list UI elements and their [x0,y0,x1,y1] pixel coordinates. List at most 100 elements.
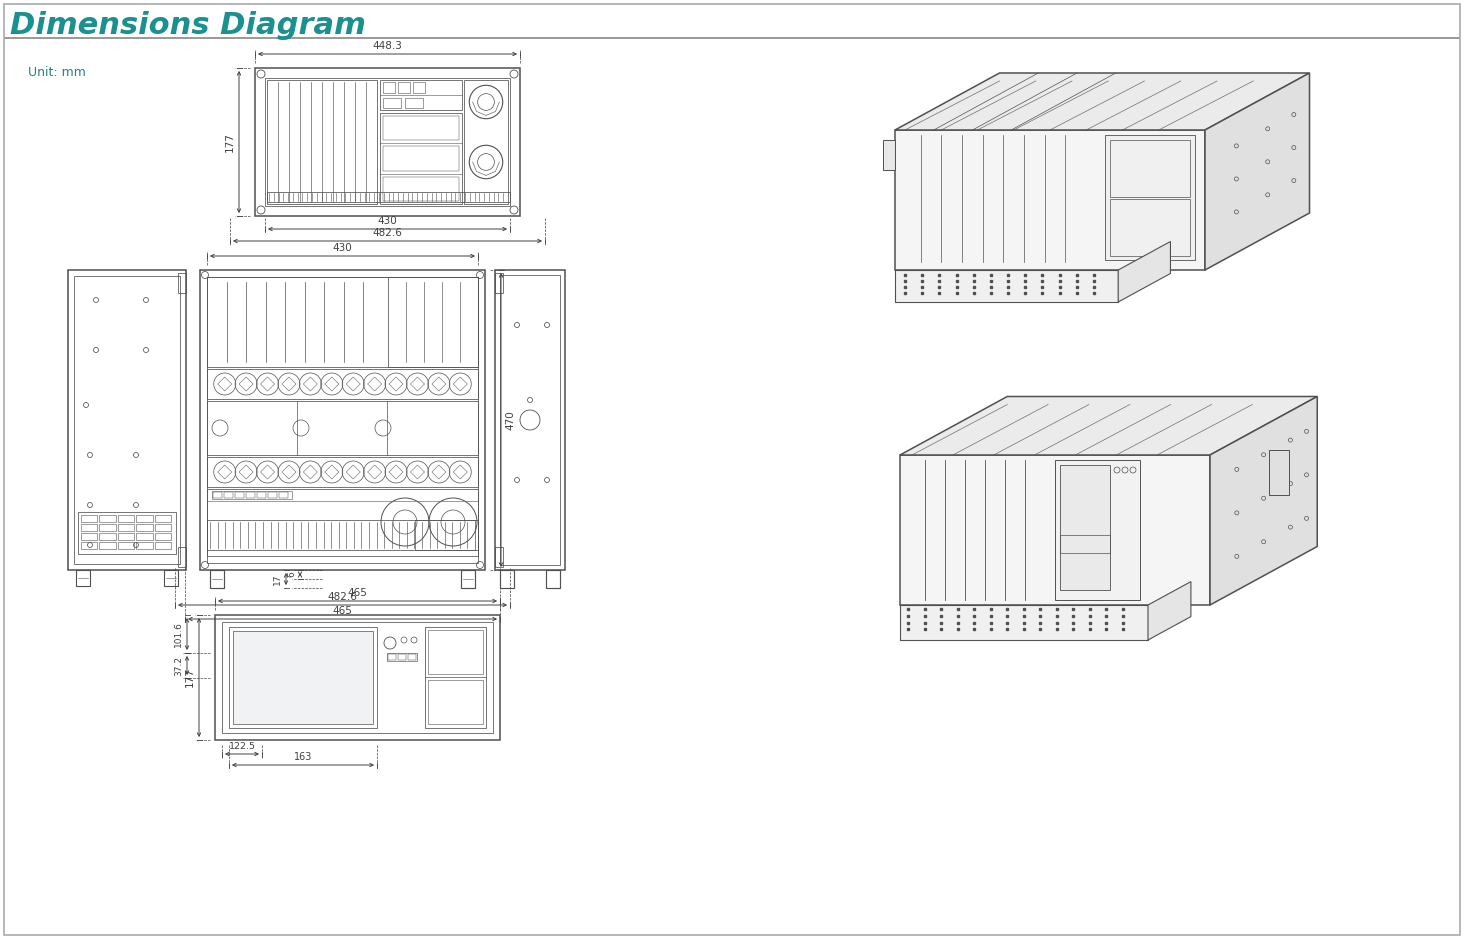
Bar [388,654,395,660]
Bar [212,491,291,499]
Polygon shape [1211,396,1318,605]
Text: 177: 177 [184,668,195,687]
Bar [495,273,504,293]
Bar [495,547,504,567]
Bar [1056,460,1140,600]
Bar [100,542,116,549]
Text: 430: 430 [378,216,397,226]
Bar [384,116,460,140]
Bar [136,533,152,540]
Bar [501,570,514,588]
Bar [81,533,98,540]
Bar [546,570,561,588]
Text: Unit: mm: Unit: mm [28,66,86,79]
Bar [501,275,561,565]
Bar [206,489,479,556]
Bar [255,68,520,216]
Bar [100,524,116,531]
Bar [280,492,288,498]
Bar [201,270,485,570]
Polygon shape [895,130,1205,270]
Bar [406,98,423,108]
Text: 17: 17 [272,573,283,585]
Bar [265,78,509,206]
Bar [1110,199,1190,256]
Polygon shape [900,455,1211,605]
Bar [228,627,378,728]
Text: 177: 177 [225,132,236,152]
Bar [209,570,224,588]
Bar [398,654,406,660]
Bar [164,570,179,586]
Bar [384,146,460,171]
Bar [258,492,266,498]
Bar [427,630,483,674]
Bar [155,533,171,540]
Bar [1060,535,1110,553]
Bar [155,542,171,549]
Bar [381,80,463,110]
Bar [78,512,176,554]
Bar [155,515,171,522]
Bar [233,631,373,724]
Bar [155,524,171,531]
Bar [388,277,479,367]
Bar [384,82,395,93]
Bar [100,515,116,522]
Polygon shape [895,270,1118,302]
Bar [67,270,186,570]
Bar [81,542,98,549]
Bar [215,615,501,740]
Bar [1110,140,1190,197]
Bar [495,270,565,570]
Bar [425,627,486,728]
Bar [206,277,479,563]
Bar [268,492,277,498]
Bar [117,524,135,531]
Bar [384,177,460,201]
Polygon shape [1205,73,1309,270]
Bar [206,457,479,487]
Bar [398,82,410,93]
Bar [408,654,416,660]
Text: 482.6: 482.6 [328,592,357,602]
Bar [386,653,417,661]
Bar [136,515,152,522]
Bar [1105,135,1195,260]
Bar [179,547,186,567]
Polygon shape [1148,581,1190,640]
Bar [461,570,474,588]
Bar [381,113,463,204]
Text: 122.5: 122.5 [228,742,256,751]
Polygon shape [1118,241,1170,302]
Bar [223,622,493,733]
Bar [206,277,479,367]
Text: 430: 430 [332,243,353,253]
Polygon shape [900,605,1148,640]
Bar [179,273,186,293]
Polygon shape [895,73,1309,130]
Bar [75,276,180,564]
Bar [427,680,483,724]
Bar [464,80,508,204]
Bar [266,192,509,202]
Bar [117,542,135,549]
Bar [81,524,98,531]
Text: Dimensions Diagram: Dimensions Diagram [10,10,366,39]
Bar [100,533,116,540]
Polygon shape [1269,450,1290,495]
Bar [206,520,479,550]
Text: 465: 465 [332,606,353,616]
Bar [384,98,401,108]
Bar [266,80,378,204]
Polygon shape [883,140,895,170]
Bar [1060,465,1110,590]
Text: 448.3: 448.3 [372,41,403,51]
Bar [212,492,223,498]
Bar [117,533,135,540]
Text: 101.6: 101.6 [174,621,183,647]
Bar [136,542,152,549]
Text: 163: 163 [294,752,312,762]
Polygon shape [900,396,1318,455]
Text: 482.6: 482.6 [372,228,403,238]
